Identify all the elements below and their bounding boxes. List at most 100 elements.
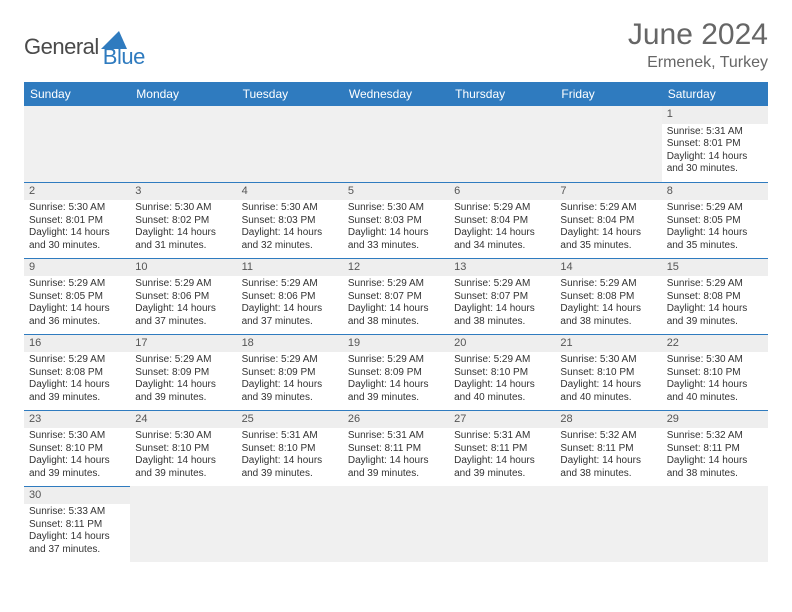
daylight-line: Daylight: 14 hours and 39 minutes. [242, 379, 338, 404]
day-number: 30 [24, 487, 130, 505]
sunset-line: Sunset: 8:10 PM [29, 443, 125, 456]
day-number: 16 [24, 335, 130, 353]
sunrise-line: Sunrise: 5:30 AM [135, 430, 231, 443]
sunset-line: Sunset: 8:01 PM [29, 215, 125, 228]
calendar-cell: 18Sunrise: 5:29 AMSunset: 8:09 PMDayligh… [237, 334, 343, 410]
calendar-cell: 8Sunrise: 5:29 AMSunset: 8:05 PMDaylight… [662, 182, 768, 258]
sunrise-line: Sunrise: 5:29 AM [135, 278, 231, 291]
day-number: 17 [130, 335, 236, 353]
day-number: 10 [130, 259, 236, 277]
day-number: 15 [662, 259, 768, 277]
calendar-cell: 17Sunrise: 5:29 AMSunset: 8:09 PMDayligh… [130, 334, 236, 410]
sunrise-line: Sunrise: 5:30 AM [667, 354, 763, 367]
sunset-line: Sunset: 8:11 PM [29, 519, 125, 532]
sunrise-line: Sunrise: 5:32 AM [667, 430, 763, 443]
daylight-line: Daylight: 14 hours and 34 minutes. [454, 227, 550, 252]
daylight-line: Daylight: 14 hours and 39 minutes. [135, 379, 231, 404]
calendar-cell-blank [555, 486, 661, 562]
sunrise-line: Sunrise: 5:29 AM [454, 354, 550, 367]
daylight-line: Daylight: 14 hours and 39 minutes. [29, 379, 125, 404]
calendar-table: SundayMondayTuesdayWednesdayThursdayFrid… [24, 82, 768, 562]
sunrise-line: Sunrise: 5:30 AM [348, 202, 444, 215]
daylight-line: Daylight: 14 hours and 38 minutes. [560, 455, 656, 480]
sunset-line: Sunset: 8:08 PM [29, 367, 125, 380]
calendar-cell: 11Sunrise: 5:29 AMSunset: 8:06 PMDayligh… [237, 258, 343, 334]
daylight-line: Daylight: 14 hours and 37 minutes. [29, 531, 125, 556]
day-number: 3 [130, 183, 236, 201]
calendar-cell-blank [449, 106, 555, 182]
calendar-cell: 27Sunrise: 5:31 AMSunset: 8:11 PMDayligh… [449, 410, 555, 486]
weekday-header: Friday [555, 82, 661, 106]
calendar-cell: 13Sunrise: 5:29 AMSunset: 8:07 PMDayligh… [449, 258, 555, 334]
day-number: 24 [130, 411, 236, 429]
sunrise-line: Sunrise: 5:29 AM [454, 278, 550, 291]
calendar-cell-blank [343, 486, 449, 562]
calendar-header-row: SundayMondayTuesdayWednesdayThursdayFrid… [24, 82, 768, 106]
sunset-line: Sunset: 8:03 PM [242, 215, 338, 228]
calendar-body: 1Sunrise: 5:31 AMSunset: 8:01 PMDaylight… [24, 106, 768, 562]
sunrise-line: Sunrise: 5:29 AM [560, 202, 656, 215]
sunrise-line: Sunrise: 5:29 AM [560, 278, 656, 291]
weekday-header: Thursday [449, 82, 555, 106]
calendar-cell: 2Sunrise: 5:30 AMSunset: 8:01 PMDaylight… [24, 182, 130, 258]
calendar-cell-blank [237, 106, 343, 182]
day-number: 29 [662, 411, 768, 429]
sunrise-line: Sunrise: 5:29 AM [242, 278, 338, 291]
page-header: General Blue June 2024 Ermenek, Turkey [24, 18, 768, 72]
calendar-cell-blank [130, 486, 236, 562]
day-number: 2 [24, 183, 130, 201]
sunset-line: Sunset: 8:03 PM [348, 215, 444, 228]
sunrise-line: Sunrise: 5:29 AM [667, 278, 763, 291]
daylight-line: Daylight: 14 hours and 32 minutes. [242, 227, 338, 252]
location: Ermenek, Turkey [628, 54, 768, 72]
title-block: June 2024 Ermenek, Turkey [628, 18, 768, 72]
sunset-line: Sunset: 8:10 PM [560, 367, 656, 380]
calendar-cell-blank [662, 486, 768, 562]
sunset-line: Sunset: 8:01 PM [667, 138, 763, 151]
daylight-line: Daylight: 14 hours and 30 minutes. [667, 151, 763, 176]
calendar-cell-blank [343, 106, 449, 182]
weekday-header: Sunday [24, 82, 130, 106]
day-number: 1 [662, 106, 768, 124]
day-number: 12 [343, 259, 449, 277]
sunset-line: Sunset: 8:09 PM [348, 367, 444, 380]
calendar-cell: 25Sunrise: 5:31 AMSunset: 8:10 PMDayligh… [237, 410, 343, 486]
sunset-line: Sunset: 8:11 PM [560, 443, 656, 456]
day-number: 8 [662, 183, 768, 201]
daylight-line: Daylight: 14 hours and 40 minutes. [560, 379, 656, 404]
calendar-cell: 16Sunrise: 5:29 AMSunset: 8:08 PMDayligh… [24, 334, 130, 410]
logo-text-blue: Blue [103, 44, 145, 70]
calendar-cell-blank [555, 106, 661, 182]
daylight-line: Daylight: 14 hours and 33 minutes. [348, 227, 444, 252]
daylight-line: Daylight: 14 hours and 35 minutes. [667, 227, 763, 252]
daylight-line: Daylight: 14 hours and 39 minutes. [242, 455, 338, 480]
calendar-cell: 3Sunrise: 5:30 AMSunset: 8:02 PMDaylight… [130, 182, 236, 258]
sunrise-line: Sunrise: 5:31 AM [242, 430, 338, 443]
sunset-line: Sunset: 8:09 PM [135, 367, 231, 380]
calendar-cell: 1Sunrise: 5:31 AMSunset: 8:01 PMDaylight… [662, 106, 768, 182]
day-number: 6 [449, 183, 555, 201]
day-number: 18 [237, 335, 343, 353]
day-number: 26 [343, 411, 449, 429]
day-number: 19 [343, 335, 449, 353]
sunrise-line: Sunrise: 5:29 AM [29, 278, 125, 291]
sunset-line: Sunset: 8:07 PM [454, 291, 550, 304]
calendar-cell-blank [449, 486, 555, 562]
day-number: 22 [662, 335, 768, 353]
daylight-line: Daylight: 14 hours and 38 minutes. [454, 303, 550, 328]
daylight-line: Daylight: 14 hours and 39 minutes. [348, 379, 444, 404]
daylight-line: Daylight: 14 hours and 40 minutes. [667, 379, 763, 404]
daylight-line: Daylight: 14 hours and 37 minutes. [135, 303, 231, 328]
sunrise-line: Sunrise: 5:33 AM [29, 506, 125, 519]
sunrise-line: Sunrise: 5:29 AM [348, 278, 444, 291]
sunrise-line: Sunrise: 5:31 AM [348, 430, 444, 443]
daylight-line: Daylight: 14 hours and 39 minutes. [135, 455, 231, 480]
sunset-line: Sunset: 8:11 PM [667, 443, 763, 456]
sunrise-line: Sunrise: 5:29 AM [454, 202, 550, 215]
calendar-cell: 24Sunrise: 5:30 AMSunset: 8:10 PMDayligh… [130, 410, 236, 486]
sunset-line: Sunset: 8:11 PM [454, 443, 550, 456]
calendar-cell-blank [237, 486, 343, 562]
sunset-line: Sunset: 8:10 PM [667, 367, 763, 380]
calendar-cell: 4Sunrise: 5:30 AMSunset: 8:03 PMDaylight… [237, 182, 343, 258]
calendar-cell-blank [130, 106, 236, 182]
